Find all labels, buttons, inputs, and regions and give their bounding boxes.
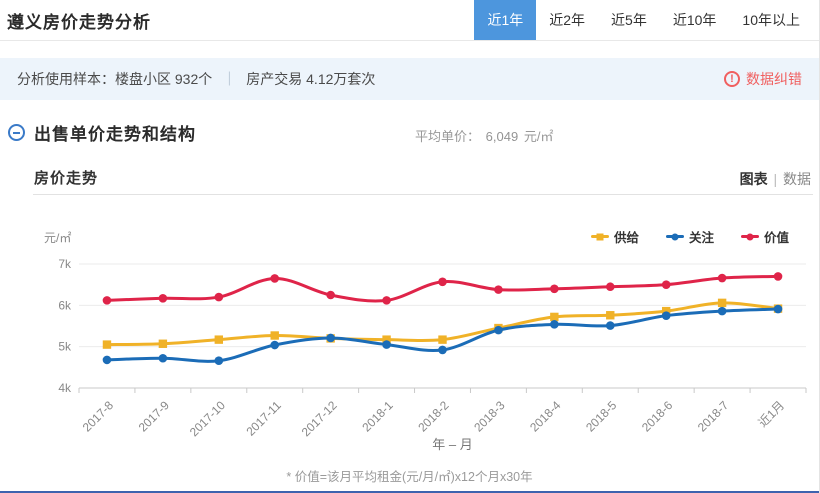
svg-text:2018-6: 2018-6 (639, 398, 676, 435)
page-title: 遵义房价走势分析 (7, 12, 151, 32)
legend-marker-icon (740, 233, 759, 240)
tab-近1年[interactable]: 近1年 (474, 0, 537, 40)
legend-marker-icon (590, 233, 609, 240)
svg-text:2018-2: 2018-2 (415, 398, 452, 435)
view-toggle-data[interactable]: 数据 (783, 171, 811, 187)
sample-info-bar: 分析使用样本： 楼盘小区 932个 ｜ 房产交易 4.12万套次 ! 数据纠错 (0, 58, 819, 100)
sample-label: 分析使用样本： (17, 71, 115, 87)
svg-text:2017-9: 2017-9 (136, 398, 173, 435)
chart-header-divider (33, 194, 813, 195)
bottom-divider (0, 491, 819, 493)
legend-marker-icon (665, 233, 684, 240)
legend-item-关注[interactable]: 关注 (665, 227, 714, 246)
svg-text:年 – 月: 年 – 月 (432, 437, 472, 452)
page-header: 遵义房价走势分析 近1年 近2年 近5年 近10年 10年以上 (0, 0, 819, 41)
data-correction-label: 数据纠错 (746, 71, 802, 87)
time-range-tabs: 近1年 近2年 近5年 近10年 10年以上 (474, 0, 813, 40)
svg-text:6k: 6k (58, 298, 72, 312)
chart-legend: 供给 关注 价值 (590, 227, 789, 246)
svg-text:2017-8: 2017-8 (80, 398, 117, 435)
legend-item-价值[interactable]: 价值 (740, 227, 789, 246)
alert-icon: ! (724, 71, 740, 87)
sample-transactions: 房产交易 4.12万套次 (246, 71, 376, 87)
chart-title: 房价走势 (34, 170, 99, 187)
svg-text:2018-3: 2018-3 (471, 398, 508, 435)
svg-text:2018-5: 2018-5 (583, 398, 620, 435)
svg-text:2017-12: 2017-12 (299, 398, 340, 439)
average-price-label: 平均单价： (415, 129, 481, 144)
data-correction-link[interactable]: ! 数据纠错 (724, 69, 802, 89)
average-price-value: 6,049 (485, 129, 519, 144)
svg-text:2018-4: 2018-4 (527, 398, 564, 435)
tab-近5年[interactable]: 近5年 (611, 12, 647, 28)
svg-text:2018-7: 2018-7 (695, 398, 732, 435)
sample-communities: 楼盘小区 932个 (115, 71, 213, 87)
legend-label: 供给 (613, 231, 639, 245)
tab-10年以上[interactable]: 10年以上 (742, 12, 800, 28)
separator: ｜ (222, 71, 237, 87)
average-price-unit: 元/㎡ (523, 129, 554, 144)
view-toggle-separator: | (773, 171, 778, 187)
svg-text:5k: 5k (58, 340, 72, 354)
y-axis-title: 元/㎡ (44, 231, 72, 245)
svg-text:2017-11: 2017-11 (243, 398, 284, 439)
price-trend-line-chart: 4k 5k 6k 7k 2017-8 2017-9 2017-10 2017-11 2017-1… (58, 257, 807, 452)
legend-item-供给[interactable]: 供给 (590, 227, 639, 246)
section-header: 出售单价走势和结构 (8, 120, 196, 145)
section-title: 出售单价走势和结构 (34, 125, 196, 144)
svg-text:2018-1: 2018-1 (359, 398, 396, 435)
legend-label: 价值 (763, 231, 789, 245)
view-toggle-chart[interactable]: 图表 (739, 171, 768, 187)
view-toggle: 图表 | 数据 (740, 169, 811, 189)
svg-text:2017-10: 2017-10 (187, 398, 228, 439)
legend-label: 关注 (688, 231, 714, 245)
tab-近2年[interactable]: 近2年 (549, 12, 586, 28)
tab-近10年[interactable]: 近10年 (672, 12, 717, 28)
svg-text:7k: 7k (58, 257, 72, 271)
average-price: 平均单价： 6,049 元/㎡ (415, 126, 553, 145)
collapse-icon[interactable] (8, 124, 25, 141)
svg-text:4k: 4k (58, 381, 72, 395)
svg-text:近1月: 近1月 (756, 398, 788, 430)
value-formula-footnote: * 价值=该月平均租金(元/月/㎡)x12个月x30年 (286, 470, 533, 484)
